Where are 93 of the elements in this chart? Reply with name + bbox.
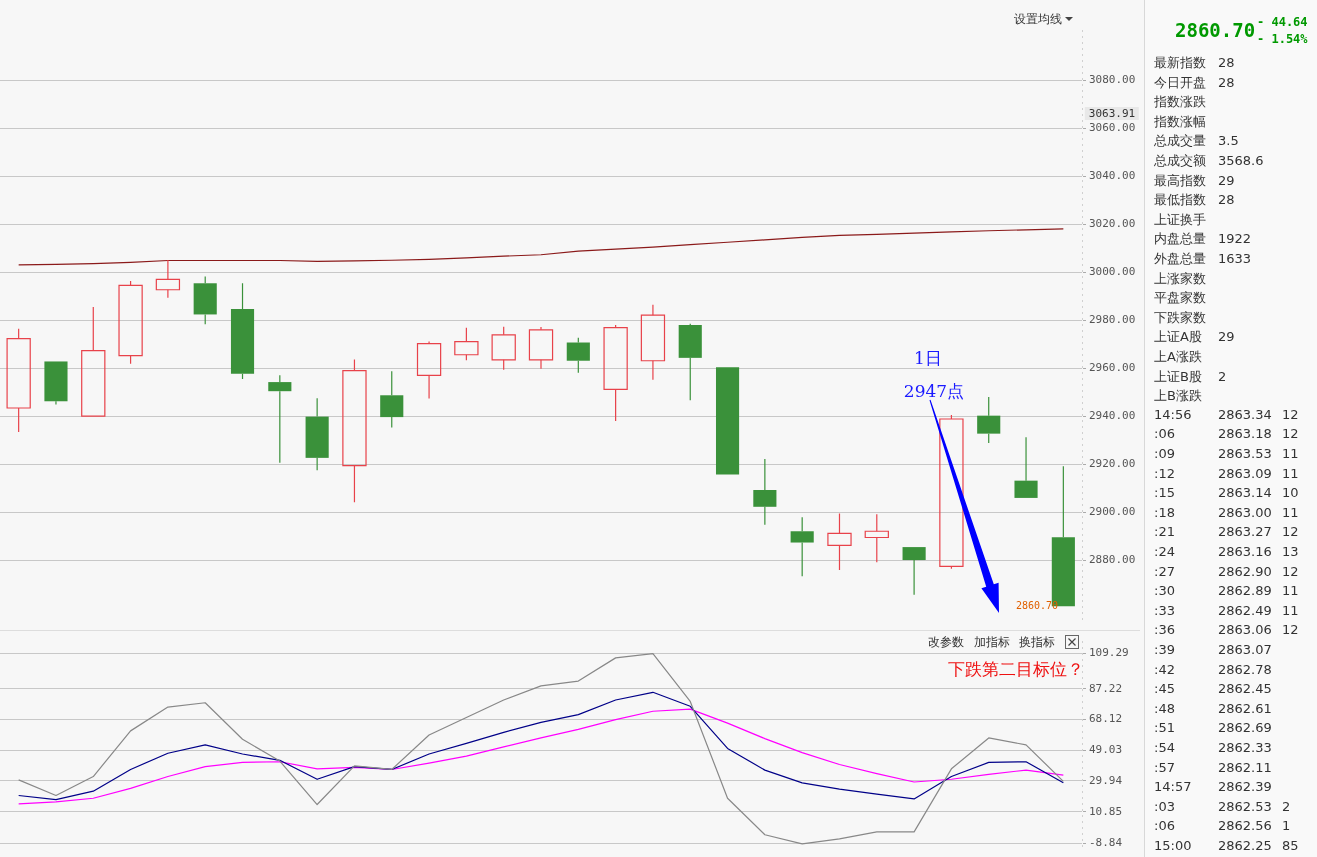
text: :57 2862.11 — [1154, 759, 1272, 775]
text: 总成交量 3.5 — [1154, 132, 1239, 151]
text: 外盘总量 1633 — [1154, 250, 1252, 268]
text: :06 2863.18 12 — [1154, 426, 1299, 442]
candlestick — [44, 361, 68, 405]
candlestick — [827, 512, 852, 571]
text: 2860.70 — [1175, 19, 1256, 41]
candlestick — [230, 282, 255, 380]
text: 指数涨跌 — [1154, 93, 1206, 112]
annotation: 换指标 — [1019, 635, 1055, 649]
text: :42 2862.78 — [1154, 661, 1272, 677]
candlestick — [342, 358, 367, 503]
annotation: 2947点 — [903, 381, 965, 401]
candlestick — [864, 513, 889, 563]
y-tick-label: 3000.00 — [1089, 265, 1136, 279]
candlestick — [790, 516, 814, 577]
candlestick — [491, 326, 516, 371]
y-tick-label: -8.84 — [1089, 836, 1123, 850]
candlestick — [268, 374, 292, 464]
text: 上证换手 — [1154, 210, 1206, 229]
candlestick — [6, 328, 31, 433]
y-tick-label: 3040.00 — [1089, 169, 1136, 183]
text: 上证B股 2 — [1154, 367, 1227, 386]
candlestick — [155, 259, 181, 299]
y-tick-label: 3020.00 — [1089, 217, 1136, 231]
annotation: 改参数 — [928, 635, 964, 649]
text: 上涨家数 — [1154, 269, 1206, 288]
text: 上B涨跌 — [1154, 387, 1202, 406]
text: :21 2863.27 12 — [1154, 524, 1299, 540]
y-tick-label: 10.85 — [1089, 804, 1123, 818]
text: :51 2862.69 — [1154, 720, 1272, 736]
text: :09 2863.53 11 — [1154, 446, 1299, 461]
y-tick-label: 2880.00 — [1089, 552, 1136, 566]
candlestick — [528, 326, 554, 370]
candlestick — [603, 324, 628, 422]
text: 上A涨跌 — [1154, 348, 1202, 366]
candlestick — [380, 370, 404, 429]
text: :36 2863.06 12 — [1154, 622, 1299, 638]
text: :15 2863.14 10 — [1154, 485, 1299, 501]
candlestick — [902, 547, 926, 596]
y-tick-label: 2920.00 — [1089, 456, 1136, 470]
y-tick-label: 2900.00 — [1089, 504, 1136, 518]
text: 指数涨幅 — [1154, 112, 1206, 131]
text: 最高指数 29 — [1154, 171, 1235, 190]
y-tick-label: 3060.00 — [1089, 121, 1136, 135]
text: 总成交额 3568.6 — [1154, 152, 1264, 170]
text: :06 2862.56 1 — [1154, 818, 1291, 834]
annotation: 2860.70 — [1016, 600, 1059, 611]
text: 最新指数 28 — [1154, 54, 1235, 72]
candlestick — [753, 458, 777, 526]
y-tick-label: 87.22 — [1089, 681, 1123, 695]
text: 14:57 2862.39 — [1154, 779, 1272, 795]
y-tick-label: 2980.00 — [1089, 313, 1136, 327]
text: :12 2863.09 11 — [1154, 465, 1299, 481]
text: 内盘总量 1922 — [1154, 230, 1252, 249]
text: :03 2862.53 2 — [1154, 798, 1291, 814]
text: 平盘家数 — [1154, 289, 1206, 308]
text: :18 2863.00 11 — [1154, 504, 1299, 520]
y-tick-label: 2940.00 — [1089, 409, 1136, 422]
candlestick — [977, 396, 1001, 444]
candlestick — [416, 340, 442, 399]
text: - 44.64 — [1257, 15, 1308, 29]
y-tick-label: 3080.00 — [1089, 73, 1136, 87]
text: 下跌家数 — [1154, 308, 1206, 327]
text: :27 2862.90 12 — [1154, 563, 1299, 579]
annotation: 1日 — [914, 348, 942, 368]
y-tick-label: 49.03 — [1089, 743, 1123, 757]
y-tick-label: 68.12 — [1089, 712, 1123, 726]
text: :33 2862.49 11 — [1154, 602, 1299, 618]
text: :24 2863.16 13 — [1154, 544, 1299, 559]
y-tick-label: 2960.00 — [1089, 361, 1136, 375]
annotation: 下跌第二目标位？ — [948, 659, 1084, 679]
text: 15:00 2862.25 85 — [1154, 838, 1299, 853]
text: 14:56 2863.34 12 — [1154, 406, 1299, 422]
candlestick — [305, 397, 329, 471]
candlestick — [640, 304, 666, 381]
text: 今日开盘 28 — [1154, 73, 1235, 92]
annotation: 加指标 — [974, 635, 1010, 649]
text: - 1.54% — [1257, 32, 1308, 46]
text: :48 2862.61 — [1154, 700, 1272, 716]
text: :39 2863.07 — [1154, 642, 1272, 657]
text: 上证A股 29 — [1154, 328, 1235, 347]
text: 设置均线 — [1014, 12, 1062, 26]
text: :30 2862.89 11 — [1154, 583, 1299, 599]
candlestick — [454, 327, 479, 361]
text: :45 2862.45 — [1154, 681, 1272, 697]
text: :54 2862.33 — [1154, 740, 1272, 755]
candlestick — [1014, 436, 1038, 498]
text: 最低指数 28 — [1154, 191, 1235, 210]
text: 3063.91 — [1084, 107, 1140, 120]
candlestick — [81, 306, 106, 417]
y-tick-label: 109.29 — [1089, 646, 1129, 660]
y-tick-label: 29.94 — [1089, 773, 1123, 787]
